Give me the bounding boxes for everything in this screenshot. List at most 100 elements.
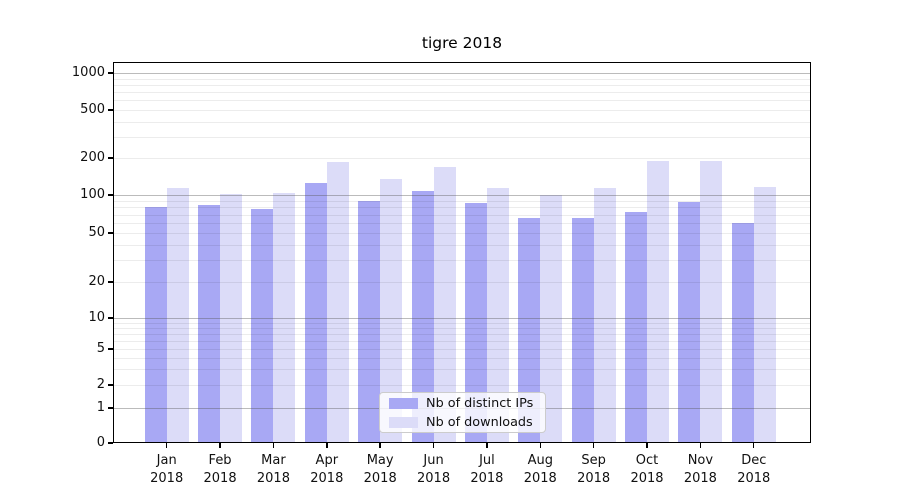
bar-downloads <box>540 195 563 443</box>
bar-distinct-ips <box>304 183 327 443</box>
y-gridline-major <box>113 73 811 74</box>
y-gridline-minor <box>113 110 811 111</box>
bar-distinct-ips <box>358 200 381 443</box>
y-gridline-minor <box>113 340 811 342</box>
legend-label-downloads: Nb of downloads <box>426 414 533 430</box>
y-gridline-minor <box>113 92 811 94</box>
y-gridline-minor <box>113 223 811 224</box>
x-tick-label: Feb 2018 <box>203 453 237 486</box>
y-gridline-minor <box>113 333 811 335</box>
y-gridline-minor <box>113 214 811 216</box>
x-tick-label: May 2018 <box>363 453 397 486</box>
y-gridline-minor <box>113 158 811 159</box>
x-tick-mark <box>432 443 435 448</box>
bar-distinct-ips <box>411 190 434 443</box>
legend: Nb of distinct IPs Nb of downloads <box>379 392 546 433</box>
bar-downloads <box>166 187 189 443</box>
legend-label-distinct-ips: Nb of distinct IPs <box>426 395 534 411</box>
y-tick-mark <box>108 348 113 350</box>
x-tick-mark <box>326 443 328 448</box>
bar-distinct-ips <box>518 217 541 443</box>
x-tick-mark <box>753 443 755 448</box>
x-tick-mark <box>166 443 168 448</box>
y-gridline-minor <box>113 322 811 324</box>
x-tick-label: Sep 2018 <box>577 453 611 486</box>
y-tick-label: 50 <box>88 225 105 240</box>
y-gridline-minor <box>113 200 811 202</box>
bar-downloads <box>647 160 670 443</box>
y-tick-label: 200 <box>80 150 105 165</box>
y-tick-mark <box>108 442 113 444</box>
bar-distinct-ips <box>625 211 648 443</box>
x-tick-label: Mar 2018 <box>256 453 290 486</box>
y-gridline-minor <box>113 233 811 234</box>
y-tick-label: 500 <box>80 102 105 117</box>
y-tick-mark <box>108 317 113 319</box>
x-tick-mark <box>219 443 221 448</box>
x-tick-label: Nov 2018 <box>683 453 717 486</box>
bar-downloads <box>700 160 723 443</box>
bar-downloads <box>753 186 776 443</box>
bar-distinct-ips <box>251 208 274 443</box>
y-tick-label: 20 <box>88 274 105 289</box>
y-tick-label: 0 <box>96 435 105 450</box>
y-gridline-minor <box>113 349 811 350</box>
x-tick-label: Dec 2018 <box>737 453 771 486</box>
y-tick-label: 1000 <box>71 65 105 80</box>
bar-downloads <box>380 178 403 443</box>
y-tick-label: 100 <box>80 187 105 202</box>
x-tick-mark <box>646 443 648 448</box>
legend-swatch-distinct-ips <box>389 397 418 409</box>
y-tick-label: 1 <box>96 400 105 415</box>
bar-downloads <box>433 167 456 443</box>
x-tick-label: Aug 2018 <box>523 453 557 486</box>
x-tick-label: Oct 2018 <box>630 453 664 486</box>
y-gridline-minor <box>113 121 811 123</box>
y-tick-mark <box>108 157 113 159</box>
bar-distinct-ips <box>731 223 754 443</box>
x-tick-label: Jul 2018 <box>470 453 504 486</box>
y-gridline-minor <box>113 327 811 329</box>
y-tick-label: 10 <box>88 310 105 325</box>
y-tick-mark <box>108 72 113 74</box>
x-tick-label: Apr 2018 <box>310 453 344 486</box>
x-tick-label: Jun 2018 <box>417 453 451 486</box>
y-tick-mark <box>108 407 113 409</box>
y-gridline-minor <box>113 100 811 102</box>
y-gridline-minor <box>113 260 811 262</box>
y-tick-mark <box>108 281 113 283</box>
y-tick-label: 5 <box>96 341 105 356</box>
bar-downloads <box>326 161 349 443</box>
bar-distinct-ips <box>144 207 167 443</box>
y-tick-mark <box>108 194 113 196</box>
y-gridline-minor <box>113 84 811 86</box>
x-tick-mark <box>379 443 381 448</box>
bar-distinct-ips <box>464 202 487 443</box>
y-gridline-minor <box>113 357 811 359</box>
bar-downloads <box>593 188 616 443</box>
x-tick-mark <box>699 443 702 448</box>
x-tick-label: Jan 2018 <box>150 453 184 486</box>
y-tick-mark <box>108 109 113 111</box>
y-gridline-minor <box>113 136 811 138</box>
chart-title: tigre 2018 <box>421 34 503 52</box>
y-gridline-minor <box>113 207 811 209</box>
y-gridline-minor <box>113 385 811 386</box>
y-gridline-minor <box>113 282 811 283</box>
y-gridline-minor <box>113 78 811 80</box>
bar-distinct-ips <box>571 217 594 443</box>
x-tick-mark <box>272 443 275 448</box>
x-tick-mark <box>486 443 488 448</box>
y-tick-mark <box>108 384 113 386</box>
x-tick-mark <box>592 443 595 448</box>
y-tick-mark <box>108 232 113 234</box>
x-tick-mark <box>539 443 541 448</box>
bar-distinct-ips <box>678 202 701 443</box>
y-gridline-major <box>113 195 811 196</box>
y-tick-label: 2 <box>96 377 105 392</box>
bar-downloads <box>486 188 509 443</box>
legend-item-distinct-ips: Nb of distinct IPs <box>389 396 545 411</box>
legend-item-downloads: Nb of downloads <box>389 415 545 430</box>
bar-downloads <box>273 193 296 443</box>
